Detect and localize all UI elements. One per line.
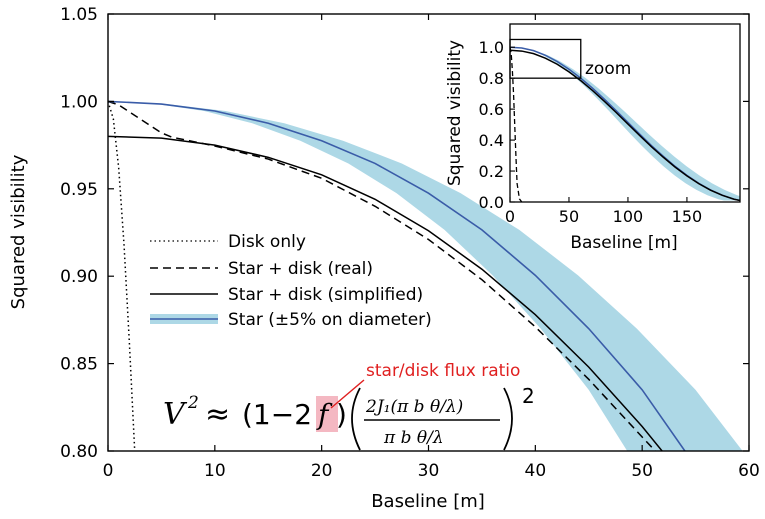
inset-simplified-line (510, 49, 740, 202)
formula-approx: ≈ (205, 397, 230, 432)
formula-numerator: 2J₁(π b θ/λ) (365, 397, 463, 417)
x-tick-label: 0 (103, 461, 114, 481)
inset-x-tick-label: 0 (505, 207, 515, 226)
x-tick-label: 50 (631, 461, 653, 481)
formula-lhs-exponent: 2 (187, 393, 199, 413)
inset-x-tick-label: 100 (613, 207, 644, 226)
annotation-label: star/disk flux ratio (366, 361, 520, 381)
inset-plot: zoom 0 50 100 150 0.0 0.2 0.4 0.6 0.8 1.0 Baseli… (445, 23, 741, 253)
inset-x-tick-label: 150 (672, 207, 703, 226)
series-star-band (108, 101, 743, 451)
x-tick-label: 10 (204, 461, 226, 481)
main-series-group (108, 100, 743, 451)
series-star-disk-simplified-line (108, 135, 664, 451)
y-tick-label: 1.05 (60, 5, 98, 25)
inset-x-axis-label: Baseline [m] (570, 233, 677, 253)
formula-right-paren (503, 387, 513, 451)
inset-x-tick-label: 50 (559, 207, 579, 226)
inset-y-axis-label: Squared visibility (445, 40, 465, 186)
inset-y-tick-label: 0.8 (479, 69, 504, 88)
series-star-line (108, 100, 686, 451)
legend-label-star: Star (±5% on diameter) (228, 310, 432, 330)
main-x-ticks: 0 10 20 30 40 50 60 (103, 14, 760, 481)
y-tick-label: 1.00 (60, 92, 98, 112)
legend-label-disk-only: Disk only (228, 232, 306, 252)
legend-label-star-disk-real: Star + disk (real) (228, 259, 373, 279)
inset-y-tick-label: 0.6 (479, 100, 504, 119)
inset-star-band (510, 47, 740, 201)
formula-left-paren (351, 387, 361, 451)
inset-y-ticks: 0.0 0.2 0.4 0.6 0.8 1.0 (479, 38, 515, 212)
main-x-axis-label: Baseline [m] (371, 491, 485, 512)
series-disk-only-line (108, 101, 136, 451)
main-y-axis-label: Squared visibility (8, 154, 29, 309)
x-tick-label: 60 (738, 461, 760, 481)
zoom-label: zoom (585, 59, 631, 79)
main-plot: 0 10 20 30 40 50 60 0.800.850.900.951.001.05 B… (8, 5, 760, 512)
formula-factor-close: ) (336, 398, 347, 431)
y-tick-label: 0.80 (60, 442, 98, 462)
flux-ratio-highlight (316, 396, 338, 432)
inset-y-tick-label: 1.0 (479, 38, 504, 57)
inset-y-tick-label: 0.0 (479, 193, 504, 212)
inset-y-tick-label: 0.4 (479, 131, 504, 150)
y-tick-label: 0.90 (60, 267, 98, 287)
x-tick-label: 40 (525, 461, 547, 481)
formula-denominator: π b θ/λ (383, 428, 444, 448)
y-tick-label: 0.95 (60, 180, 98, 200)
annotation-pointer (330, 379, 365, 409)
flux-ratio-annotation: star/disk flux ratio (330, 361, 520, 409)
inset-y-tick-label: 0.2 (479, 162, 504, 181)
formula-factor: (1−2 (242, 398, 312, 431)
x-tick-label: 20 (311, 461, 333, 481)
inset-axes-frame (509, 23, 741, 203)
x-tick-label: 30 (418, 461, 440, 481)
inset-disk-line (510, 47, 523, 202)
inset-x-ticks: 0 50 100 150 (505, 197, 702, 226)
legend: Disk only Star + disk (real) Star + disk… (150, 232, 432, 330)
formula-outer-exponent: 2 (522, 384, 535, 408)
main-y-ticks: 0.800.850.900.951.001.05 (60, 5, 749, 462)
y-tick-label: 0.85 (60, 355, 98, 375)
legend-label-star-disk-simplified: Star + disk (simplified) (228, 285, 423, 305)
formula-lhs: V (163, 397, 188, 432)
formula: V 2 ≈ (1−2 f ) 2J₁(π b θ/λ) π b θ/λ 2 (163, 384, 535, 451)
inset-series-group (510, 46, 740, 202)
series-star-disk-real-line (108, 100, 657, 451)
